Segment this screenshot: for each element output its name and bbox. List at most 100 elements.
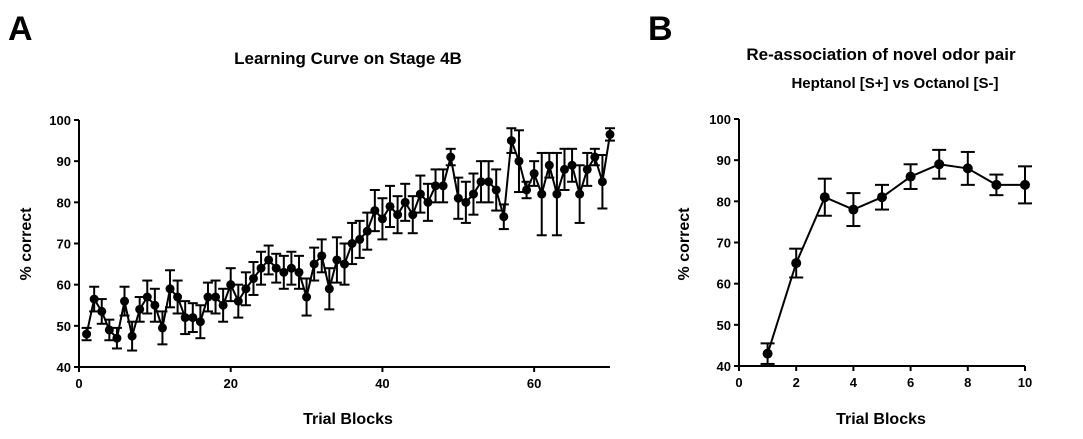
x-tick-label: 40 [375,376,389,391]
data-point [127,331,137,341]
data-point [264,255,274,265]
data-point [499,212,509,222]
chart-a: 40 50 60 70 80 90 100 0 20 40 60 [49,113,615,391]
data-point [211,292,221,302]
data-point [567,160,577,170]
y-tick-label: 100 [709,112,731,127]
x-tick-label: 8 [964,375,971,390]
data-point [135,304,145,314]
data-point [279,267,289,277]
data-point [195,317,205,327]
data-point [423,197,433,207]
data-point [150,300,160,310]
y-tick-label: 50 [717,318,731,333]
data-point [256,263,266,273]
data-point [905,171,916,182]
data-point [582,164,592,174]
data-point [89,294,99,304]
data-point [962,163,973,174]
data-point [438,181,448,191]
data-point [522,185,532,195]
data-point [552,189,562,199]
data-point [529,169,539,179]
data-point [317,251,327,261]
chart-b-ylabel: % correct [676,207,693,281]
data-point [226,280,236,290]
chart-b: 40 50 60 70 80 90 100 0 2 4 6 8 10 [709,112,1032,390]
data-point [408,210,418,220]
y-tick-label: 40 [717,359,731,374]
x-tick-label: 6 [907,375,914,390]
data-point [203,292,213,302]
x-tick-label: 60 [527,376,541,391]
data-point [848,204,859,215]
y-tick-label: 60 [57,278,71,293]
y-tick-label: 90 [57,154,71,169]
data-point [165,284,175,294]
data-point [537,189,547,199]
y-tick-label: 100 [49,113,71,128]
data-point [248,273,258,283]
data-point [294,267,304,277]
y-tick-label: 80 [57,195,71,210]
y-tick-label: 70 [57,237,71,252]
data-point [324,284,334,294]
data-point [597,177,607,187]
y-tick-label: 90 [717,153,731,168]
data-point [991,179,1002,190]
data-point [461,197,471,207]
data-point [559,164,569,174]
data-point [476,177,486,187]
y-tick-label: 80 [717,194,731,209]
x-tick-label: 0 [75,376,82,391]
data-point [506,136,516,146]
data-point [97,306,107,316]
series-line [766,163,1025,354]
data-point [484,177,494,187]
data-point [791,258,802,269]
panel-letter-b: B [648,10,673,48]
data-point [142,292,152,302]
y-tick-label: 70 [717,236,731,251]
data-point [877,192,887,203]
data-point [762,348,773,359]
data-point [514,156,524,166]
data-point [400,197,410,207]
data-point [393,210,403,220]
data-point [188,313,198,323]
data-point [157,323,167,333]
data-point [1020,179,1030,190]
data-point [347,239,357,248]
data-point [446,152,456,162]
x-tick-label: 20 [223,376,237,391]
data-point [544,160,554,170]
data-point [934,159,945,170]
chart-b-subtitle: Heptanol [S+] vs Octanol [S-] [791,75,998,92]
data-point [491,185,501,195]
x-tick-label: 2 [793,375,800,390]
data-point [340,259,349,269]
data-point [575,189,585,199]
data-point [605,129,615,139]
y-tick-label: 40 [57,360,71,375]
x-tick-label: 10 [1018,375,1032,390]
series-line [85,134,611,341]
x-tick-label: 0 [735,375,742,390]
chart-b-xlabel: Trial Blocks [836,411,926,428]
y-tick-label: 60 [717,277,731,292]
data-point [385,201,395,211]
data-point [82,329,92,339]
data-point [453,193,463,203]
panel-letter-a: A [8,10,33,48]
data-point [233,296,243,306]
data-point [241,284,251,294]
chart-a-ylabel: % correct [18,207,35,281]
data-point [218,300,228,310]
data-point [309,259,319,269]
y-tick-label: 50 [57,319,71,334]
data-point [370,206,380,216]
data-point [173,292,183,302]
data-point [377,214,387,224]
chart-a-title: Learning Curve on Stage 4B [234,49,462,68]
